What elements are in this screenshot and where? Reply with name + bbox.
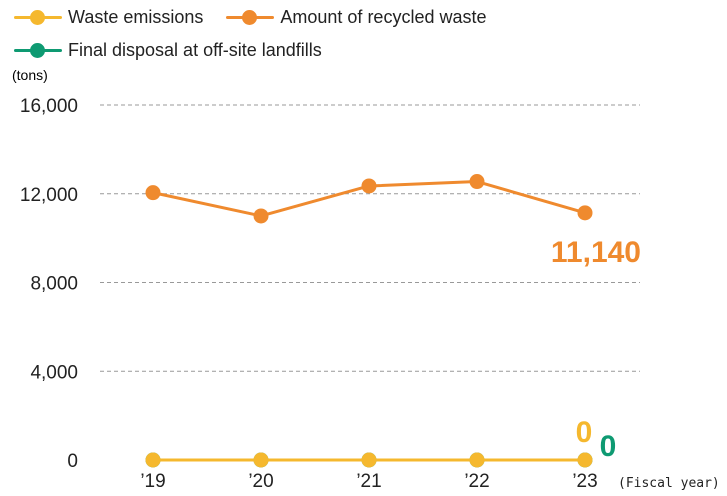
y-axis-unit: (tons) — [12, 67, 48, 83]
y-tick-label: 16,000 — [20, 96, 78, 117]
x-tick-label: ’23 — [572, 471, 597, 492]
x-tick-label: ’22 — [464, 471, 489, 492]
chart-legend: Waste emissions Amount of recycled waste… — [14, 4, 505, 70]
data-label: 0 — [600, 430, 617, 463]
legend-item-recycled-waste: Amount of recycled waste — [226, 4, 487, 30]
series-group — [145, 174, 593, 468]
y-tick-label: 4,000 — [30, 362, 78, 383]
data-label: 11,140 — [551, 236, 641, 269]
legend-label-final-disposal: Final disposal at off-site landfills — [68, 40, 322, 60]
data-label: 0 — [576, 416, 593, 449]
legend-item-waste-emissions: Waste emissions — [14, 4, 203, 30]
data-point — [469, 174, 485, 190]
x-axis-unit: (Fiscal year) — [618, 476, 720, 491]
data-labels: 11,140 0 0 — [551, 236, 641, 463]
data-point — [577, 452, 593, 468]
legend-marker-recycled-waste — [226, 4, 275, 30]
y-tick-label: 12,000 — [20, 185, 78, 206]
legend-marker-final-disposal — [14, 37, 62, 63]
data-point — [361, 452, 377, 468]
data-point — [577, 205, 593, 221]
x-tick-label: ’20 — [248, 471, 273, 492]
series-0 — [145, 452, 593, 468]
data-point — [145, 185, 161, 201]
legend-marker-waste-emissions — [14, 4, 62, 30]
data-point — [253, 208, 269, 224]
x-axis-ticks: ’19 ’20 ’21 ’22 ’23 — [140, 471, 597, 492]
x-tick-label: ’21 — [356, 471, 381, 492]
data-point — [253, 452, 269, 468]
y-tick-label: 8,000 — [30, 274, 78, 295]
legend-label-recycled-waste: Amount of recycled waste — [280, 7, 487, 27]
legend-item-final-disposal: Final disposal at off-site landfills — [14, 37, 322, 63]
y-axis-ticks: 0 4,000 8,000 12,000 16,000 — [20, 96, 78, 472]
series-1 — [145, 174, 593, 224]
x-tick-label: ’19 — [140, 471, 165, 492]
gridlines — [100, 104, 640, 372]
data-point — [145, 452, 161, 468]
data-point — [469, 452, 485, 468]
data-point — [361, 178, 377, 194]
y-tick-label: 0 — [67, 451, 78, 472]
legend-label-waste-emissions: Waste emissions — [68, 7, 204, 27]
